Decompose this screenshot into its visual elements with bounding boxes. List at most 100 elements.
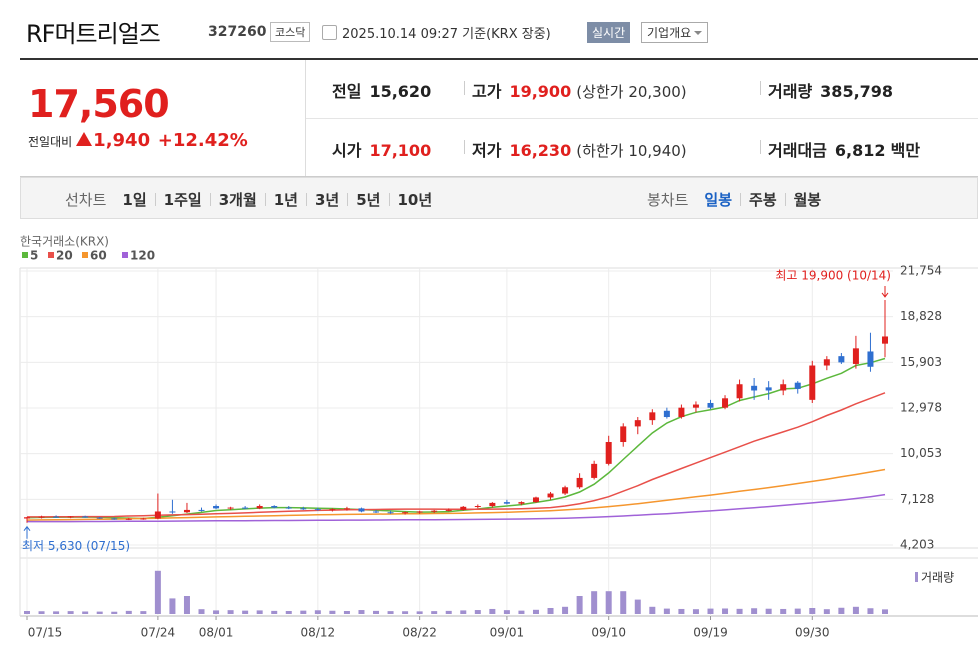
- separator: [209, 193, 211, 206]
- candle-body: [751, 385, 758, 391]
- y-tick-label: 21,754: [900, 264, 942, 278]
- change-value: 1,940: [93, 130, 151, 151]
- x-tick-label: 09/01: [490, 626, 525, 640]
- legend-swatch: [22, 252, 28, 258]
- tab-group-label[interactable]: 선차트: [65, 191, 107, 209]
- tab-option[interactable]: 월봉: [793, 191, 822, 209]
- separator: [464, 140, 465, 154]
- volume-bar: [489, 608, 496, 614]
- candle-body: [198, 509, 205, 511]
- volume-bar: [576, 596, 583, 614]
- volume-bar: [373, 610, 380, 614]
- candle-body: [256, 506, 263, 509]
- candle-body: [343, 508, 350, 510]
- quote-label: 시가: [332, 141, 362, 160]
- tab-option[interactable]: 10년: [397, 191, 433, 209]
- tab-option[interactable]: 3개월: [218, 191, 257, 209]
- candle-body: [518, 502, 525, 504]
- legend-swatch: [122, 252, 128, 258]
- tab-option[interactable]: 1주일: [163, 191, 202, 209]
- candle-body: [634, 420, 641, 427]
- legend-label: 5: [30, 249, 38, 263]
- volume-bar: [547, 608, 554, 614]
- volume-bar: [823, 609, 830, 614]
- price-panel: 17,560 전일대비 1,940 +12.42%: [20, 60, 306, 176]
- volume-bar: [562, 606, 569, 614]
- tab-option[interactable]: 1년: [273, 191, 298, 209]
- candle-body: [111, 518, 118, 520]
- volume-bar: [227, 610, 234, 614]
- volume-bar: [518, 610, 525, 614]
- company-button[interactable]: 기업개요: [641, 22, 709, 43]
- candle-body: [24, 517, 30, 519]
- quote-item: 저가 16,230 (하한가 10,940): [472, 137, 687, 161]
- legend-label: 60: [90, 249, 107, 263]
- candle-body: [532, 497, 539, 503]
- volume-bar: [722, 608, 729, 614]
- data-source: 한국거래소(KRX): [20, 235, 109, 249]
- quote-value: 16,230: [509, 141, 572, 160]
- candle-body: [329, 509, 336, 511]
- volume-bar: [780, 608, 787, 614]
- volume-bar: [285, 611, 292, 614]
- volume-bar: [809, 608, 816, 614]
- candle-body: [431, 510, 438, 512]
- volume-bar: [736, 608, 743, 614]
- tab-option[interactable]: 일봉: [704, 191, 733, 209]
- candle-chart-tabs: 봉차트 일봉 주봉 월봉: [647, 189, 821, 210]
- volume-bar: [140, 611, 147, 614]
- x-tick-label: 08/01: [199, 626, 234, 640]
- volume-bar: [634, 599, 641, 614]
- candle-body: [96, 517, 103, 519]
- tab-option[interactable]: 주봉: [749, 191, 777, 209]
- volume-legend: 거래량: [921, 571, 954, 585]
- volume-bar: [532, 609, 539, 614]
- low-annotation: 최저 5,630 (07/15): [22, 539, 130, 553]
- y-tick-label: 10,053: [900, 446, 942, 460]
- candle-body: [300, 508, 307, 510]
- candle-body: [169, 511, 176, 513]
- tab-option[interactable]: 1일: [122, 191, 147, 209]
- high-arrow: [881, 285, 889, 298]
- timestamp: 2025.10.14 09:27 기준(KRX 장중): [342, 27, 551, 42]
- candle-body: [852, 348, 859, 364]
- candle-body: [183, 509, 190, 513]
- tab-group-label[interactable]: 봉차트: [647, 191, 689, 209]
- candle-body: [489, 502, 496, 507]
- volume-bar: [605, 591, 612, 614]
- volume-bar: [431, 611, 438, 614]
- volume-bar: [96, 611, 103, 614]
- tab-option[interactable]: 5년: [356, 191, 381, 209]
- candle-body: [358, 508, 365, 512]
- stock-code: 327260: [208, 24, 267, 40]
- separator: [154, 193, 156, 206]
- volume-bar: [503, 610, 510, 614]
- candle-body: [445, 509, 452, 511]
- ma-line: [26, 357, 886, 520]
- quote-value: 385,798: [820, 82, 894, 101]
- quote-unit: 백만: [890, 141, 921, 160]
- volume-bar: [751, 608, 758, 614]
- candle-body: [285, 507, 292, 509]
- candle-body: [271, 506, 278, 508]
- high-annotation: 최고 19,900 (10/14): [775, 268, 891, 282]
- volume-bar: [198, 609, 205, 614]
- candle-body: [780, 384, 787, 391]
- stock-name: RF머트리얼즈: [26, 20, 161, 48]
- volume-bar: [242, 610, 249, 614]
- ma-line: [27, 493, 886, 523]
- volume-bar: [67, 611, 74, 614]
- realtime-button[interactable]: 실시간: [587, 22, 631, 43]
- volume-bar: [358, 610, 365, 614]
- volume-bar: [882, 609, 888, 614]
- candle-body: [663, 410, 670, 418]
- ma-line: [26, 468, 886, 521]
- candle-body: [591, 463, 598, 478]
- volume-bar: [678, 608, 685, 614]
- quote-label: 거래량: [768, 82, 813, 101]
- candle-body: [242, 507, 249, 509]
- tab-option[interactable]: 3년: [315, 191, 340, 209]
- volume-bar: [765, 608, 772, 614]
- candle-body: [416, 511, 423, 513]
